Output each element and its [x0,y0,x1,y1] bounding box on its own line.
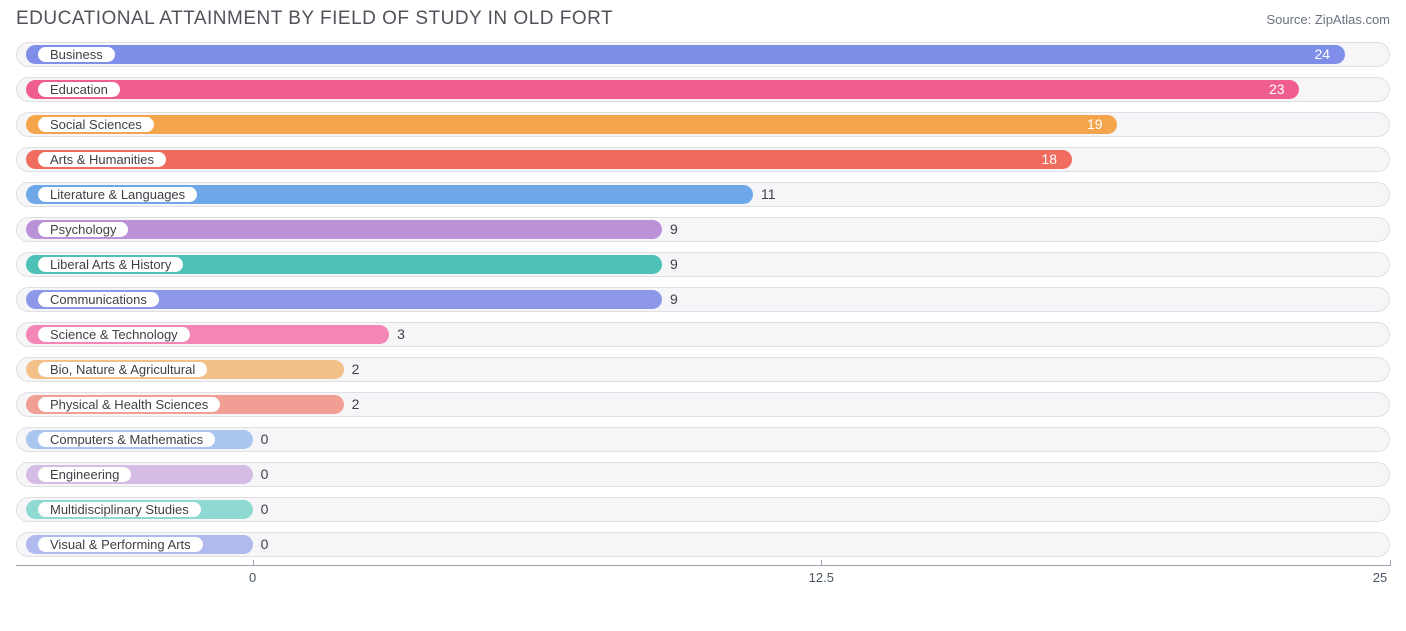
category-pill: Business [36,45,117,64]
category-pill: Education [36,80,122,99]
axis-tick-label: 0 [249,570,256,585]
bar-value: 23 [1269,80,1285,99]
bar-value: 3 [397,325,405,344]
category-pill: Visual & Performing Arts [36,535,205,554]
category-pill: Engineering [36,465,133,484]
category-pill: Multidisciplinary Studies [36,500,203,519]
bar-value: 0 [261,430,269,449]
bar-value: 24 [1315,45,1331,64]
bar-value: 9 [670,290,678,309]
chart-plot-area: Business24Education23Social Sciences19Ar… [0,38,1406,561]
category-pill: Social Sciences [36,115,156,134]
axis-tick [253,560,254,566]
axis-tick-label: 25 [1373,570,1387,585]
chart-row: Multidisciplinary Studies 0 [16,493,1390,526]
chart-row: Engineering 0 [16,458,1390,491]
category-pill: Liberal Arts & History [36,255,185,274]
chart-row: Visual & Performing Arts 0 [16,528,1390,561]
bar [26,150,1072,169]
chart-row: Psychology 9 [16,213,1390,246]
chart-row: Arts & Humanities 18 [16,143,1390,176]
category-pill: Bio, Nature & Agricultural [36,360,209,379]
chart-row: Liberal Arts & History 9 [16,248,1390,281]
category-pill: Communications [36,290,161,309]
bar-value: 0 [261,465,269,484]
category-pill: Science & Technology [36,325,192,344]
chart-title: EDUCATIONAL ATTAINMENT BY FIELD OF STUDY… [16,8,613,30]
category-pill: Arts & Humanities [36,150,168,169]
chart-row: Science & Technology 3 [16,318,1390,351]
axis-tick-label: 12.5 [809,570,834,585]
bar [26,80,1299,99]
bar-value: 2 [352,395,360,414]
category-pill: Physical & Health Sciences [36,395,222,414]
chart-row: Bio, Nature & Agricultural 2 [16,353,1390,386]
chart-source: Source: ZipAtlas.com [1266,12,1390,27]
bar-value: 9 [670,220,678,239]
bar-value: 11 [761,185,776,204]
x-axis: 0 12.5 25 [16,565,1390,589]
category-pill: Computers & Mathematics [36,430,217,449]
chart-row: Social Sciences 19 [16,108,1390,141]
chart-row: Education 23 [16,73,1390,106]
bar-value: 0 [261,500,269,519]
bar-value: 0 [261,535,269,554]
chart-row: Business 24 [16,38,1390,71]
bar [26,115,1117,134]
bar-value: 2 [352,360,360,379]
bar-value: 18 [1042,150,1058,169]
bar [26,45,1345,64]
chart-row: Literature & Languages 11 [16,178,1390,211]
category-pill: Literature & Languages [36,185,199,204]
bar-value: 19 [1087,115,1103,134]
category-pill: Psychology [36,220,130,239]
axis-tick [1390,560,1391,566]
chart-row: Physical & Health Sciences 2 [16,388,1390,421]
chart-row: Communications 9 [16,283,1390,316]
bar-value: 9 [670,255,678,274]
chart-row: Computers & Mathematics 0 [16,423,1390,456]
axis-tick [821,560,822,566]
